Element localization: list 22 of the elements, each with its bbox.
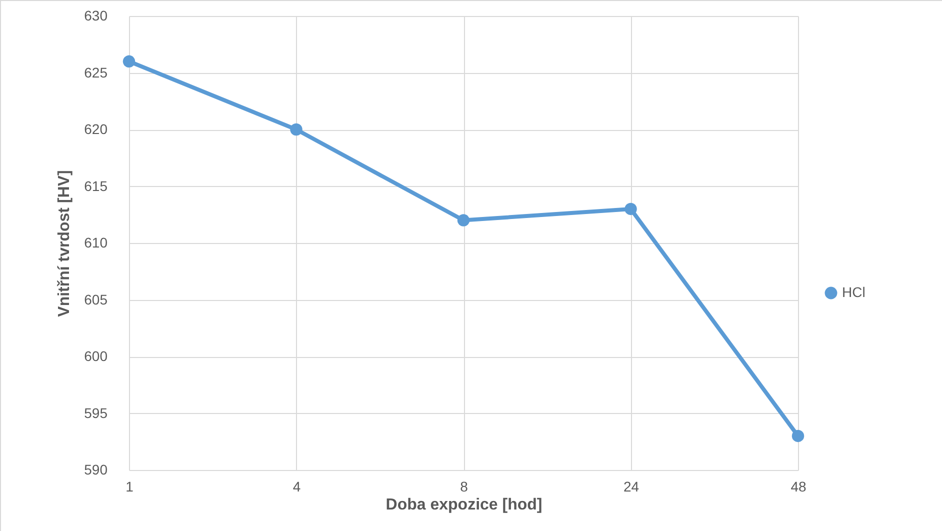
x-tick-label: 48 [790, 478, 806, 494]
x-axis-title: Doba expozice [hod] [386, 496, 542, 514]
x-tick-label: 1 [126, 478, 134, 494]
x-tick-label: 8 [460, 478, 468, 494]
x-tick-label: 24 [623, 478, 640, 494]
x-tick-label: 4 [292, 478, 301, 494]
y-tick-label: 620 [84, 121, 108, 137]
point [290, 123, 302, 136]
y-tick-label: 630 [84, 8, 108, 24]
y-tick-label: 625 [84, 64, 108, 80]
point [792, 430, 804, 442]
point [624, 202, 637, 216]
point [122, 55, 136, 68]
y-tick-label: 610 [84, 234, 108, 250]
y-tick-label: 595 [84, 404, 108, 421]
point [457, 214, 470, 226]
y-tick-label: 615 [84, 178, 108, 194]
y-tick-label: 605 [84, 291, 108, 308]
legend-label: HCl [842, 284, 866, 300]
y-tick-label: 590 [84, 462, 108, 478]
y-tick-label: 600 [84, 348, 108, 364]
y-axis-title: Vnitřní tvrdost [HV] [56, 170, 74, 317]
